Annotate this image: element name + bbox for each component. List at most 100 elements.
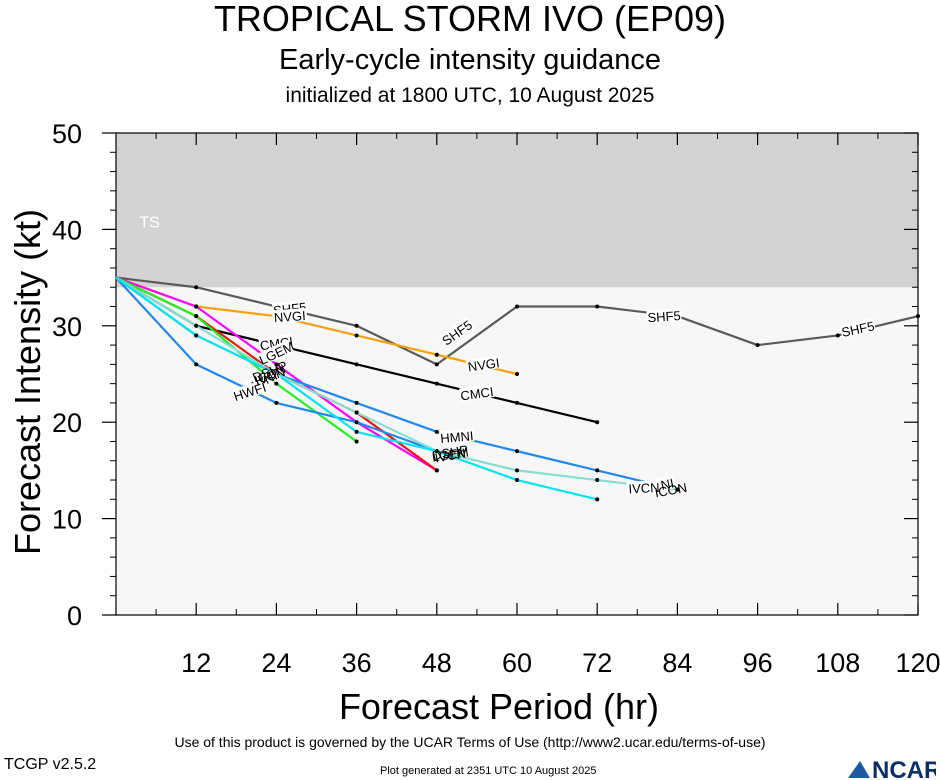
y-tick-label: 0 xyxy=(67,601,82,631)
data-point xyxy=(274,381,279,386)
y-tick-label: 40 xyxy=(52,215,82,245)
y-tick-label: 20 xyxy=(52,408,82,438)
series-label: DSHP xyxy=(431,442,469,463)
data-point xyxy=(515,478,519,483)
series-label-text: SHF5 xyxy=(647,308,681,325)
series-label: ICON xyxy=(653,480,688,500)
series-label-text: HMNI xyxy=(440,428,474,446)
series-label-bg xyxy=(646,307,682,324)
data-point xyxy=(194,323,199,328)
data-point xyxy=(595,478,600,483)
data-point xyxy=(434,449,439,454)
series-label: LGEM xyxy=(431,445,470,465)
data-point xyxy=(515,304,519,309)
data-point xyxy=(354,362,359,367)
series-label-bg xyxy=(458,383,495,402)
ncar-logo: NCAR xyxy=(848,757,936,780)
series-label: SHF5 xyxy=(646,307,682,325)
data-point xyxy=(274,400,279,405)
series-label-bg xyxy=(272,307,308,324)
series-label-text: IVCN xyxy=(434,445,467,465)
ncar-logo-text: NCAR xyxy=(872,757,936,780)
data-point xyxy=(595,497,600,502)
series-line-ivcn xyxy=(115,276,678,491)
terms-of-use: Use of this product is governed by the U… xyxy=(174,734,766,750)
ts-band-label: TS xyxy=(139,214,159,231)
series-label: CMCI xyxy=(458,383,495,404)
x-tick-label: 120 xyxy=(895,648,940,678)
series-label-bg xyxy=(257,339,295,366)
data-point xyxy=(916,314,920,319)
data-point xyxy=(434,429,439,434)
series-label-text: NVGI xyxy=(273,308,306,325)
data-point xyxy=(354,400,359,405)
y-tick-label: 30 xyxy=(52,312,82,342)
x-tick-label: 96 xyxy=(743,648,773,678)
data-point xyxy=(354,410,359,415)
x-tick-label: 84 xyxy=(662,648,692,678)
series-label-bg xyxy=(839,318,876,339)
series-label-text: LGEM xyxy=(431,445,470,465)
data-point xyxy=(194,304,199,309)
series-label-text: IVCN xyxy=(628,480,660,497)
data-point xyxy=(194,362,199,367)
x-tick-label: 24 xyxy=(261,648,291,678)
data-point xyxy=(194,314,199,319)
series-label-bg xyxy=(465,355,502,373)
data-point xyxy=(675,487,680,492)
data-point xyxy=(354,323,359,328)
data-point xyxy=(194,285,199,290)
data-point xyxy=(354,439,359,444)
chart-subtitle: Early-cycle intensity guidance xyxy=(278,44,661,76)
data-point xyxy=(595,304,600,309)
data-point xyxy=(515,449,519,454)
data-point xyxy=(434,362,439,367)
x-tick-label: 108 xyxy=(815,648,860,678)
data-point xyxy=(434,381,439,386)
chart-title: TROPICAL STORM IVO (EP09) xyxy=(213,0,727,39)
series-label-bg xyxy=(626,479,662,495)
data-point xyxy=(354,429,359,434)
series-label-bg xyxy=(439,428,475,445)
x-tick-label: 48 xyxy=(422,648,452,678)
data-point xyxy=(835,333,840,338)
series-label-text: CMCI xyxy=(459,384,494,403)
x-tick-label: 72 xyxy=(582,648,612,678)
series-label: NVGI xyxy=(465,355,502,374)
data-point xyxy=(274,362,279,367)
data-point xyxy=(354,420,359,425)
y-tick-label: 50 xyxy=(52,119,82,149)
x-axis-title: Forecast Period (hr) xyxy=(339,686,659,727)
y-axis-title: Forecast Intensity (kt) xyxy=(7,209,48,555)
x-tick-label: 36 xyxy=(342,648,372,678)
data-point xyxy=(515,372,519,376)
data-point xyxy=(595,468,600,473)
series-label-text: ICON xyxy=(653,480,688,500)
ts-band xyxy=(116,133,918,288)
series-label-bg xyxy=(438,316,475,348)
generated-timestamp: Plot generated at 2351 UTC 10 August 202… xyxy=(380,765,597,777)
y-tick-label: 10 xyxy=(52,505,82,535)
series-label: HMNI xyxy=(439,428,475,446)
series-label-text: SHF5 xyxy=(840,318,876,340)
init-time: initialized at 1800 UTC, 10 August 2025 xyxy=(285,84,655,107)
data-point xyxy=(434,352,439,357)
data-point xyxy=(515,468,519,473)
version-label: TCGP v2.5.2 xyxy=(4,756,97,773)
data-point xyxy=(515,400,519,405)
series-shf5 xyxy=(115,276,920,367)
series-label: SHF5 xyxy=(839,318,876,340)
series-label-text: NVGI xyxy=(467,355,501,374)
data-point xyxy=(755,343,760,348)
series-label: NVGI xyxy=(272,307,308,325)
series-label: IVCN xyxy=(626,479,662,497)
data-point xyxy=(595,420,600,425)
series-label-bg xyxy=(231,379,268,403)
series-label: IVCN xyxy=(434,445,467,465)
x-tick-label: 12 xyxy=(181,648,211,678)
data-point xyxy=(194,333,199,338)
x-tick-label: 60 xyxy=(502,648,532,678)
data-point xyxy=(354,333,359,338)
data-point xyxy=(434,468,439,473)
